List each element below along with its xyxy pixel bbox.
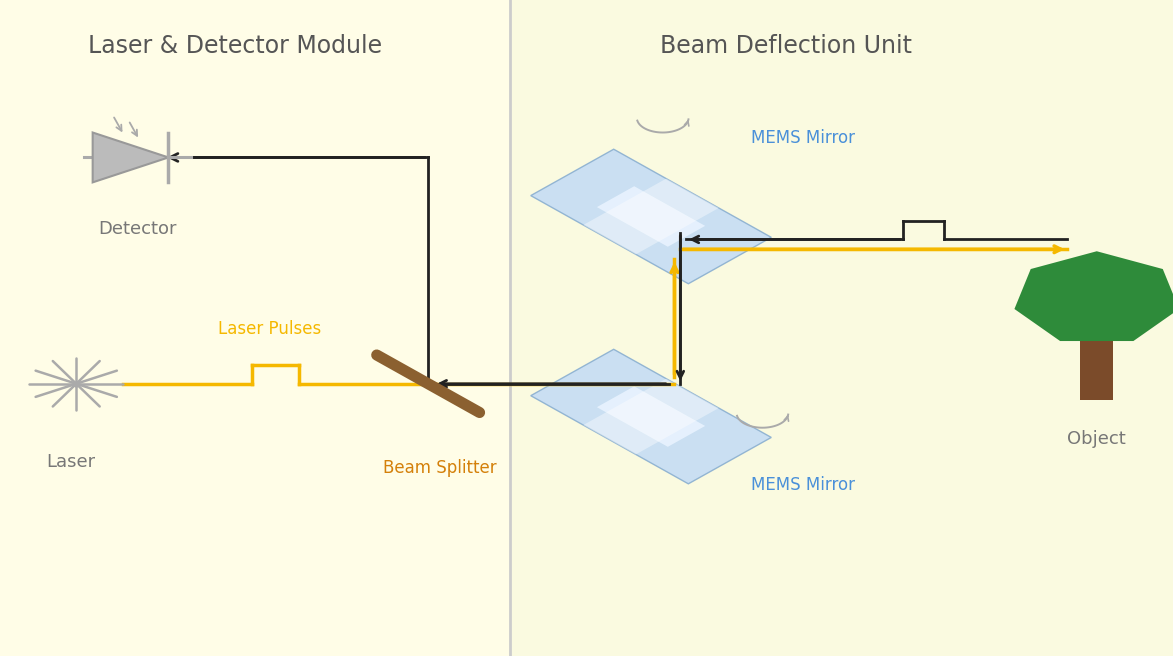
Polygon shape (1015, 251, 1173, 341)
Polygon shape (93, 133, 169, 182)
Bar (510, 0, 1173, 656)
Text: MEMS Mirror: MEMS Mirror (751, 476, 855, 495)
Text: Object: Object (1067, 430, 1126, 447)
Text: Beam Splitter: Beam Splitter (384, 459, 496, 477)
Polygon shape (583, 178, 719, 255)
Polygon shape (530, 149, 772, 284)
Polygon shape (530, 349, 772, 484)
Polygon shape (583, 379, 719, 455)
Text: Laser Pulses: Laser Pulses (218, 320, 321, 338)
Text: Detector: Detector (99, 220, 176, 237)
Text: MEMS Mirror: MEMS Mirror (751, 129, 855, 147)
Text: Laser: Laser (46, 453, 95, 470)
Polygon shape (597, 186, 705, 247)
Text: Beam Deflection Unit: Beam Deflection Unit (660, 34, 911, 58)
Text: Laser & Detector Module: Laser & Detector Module (88, 34, 381, 58)
Bar (1080, 341, 1113, 400)
Polygon shape (597, 386, 705, 447)
